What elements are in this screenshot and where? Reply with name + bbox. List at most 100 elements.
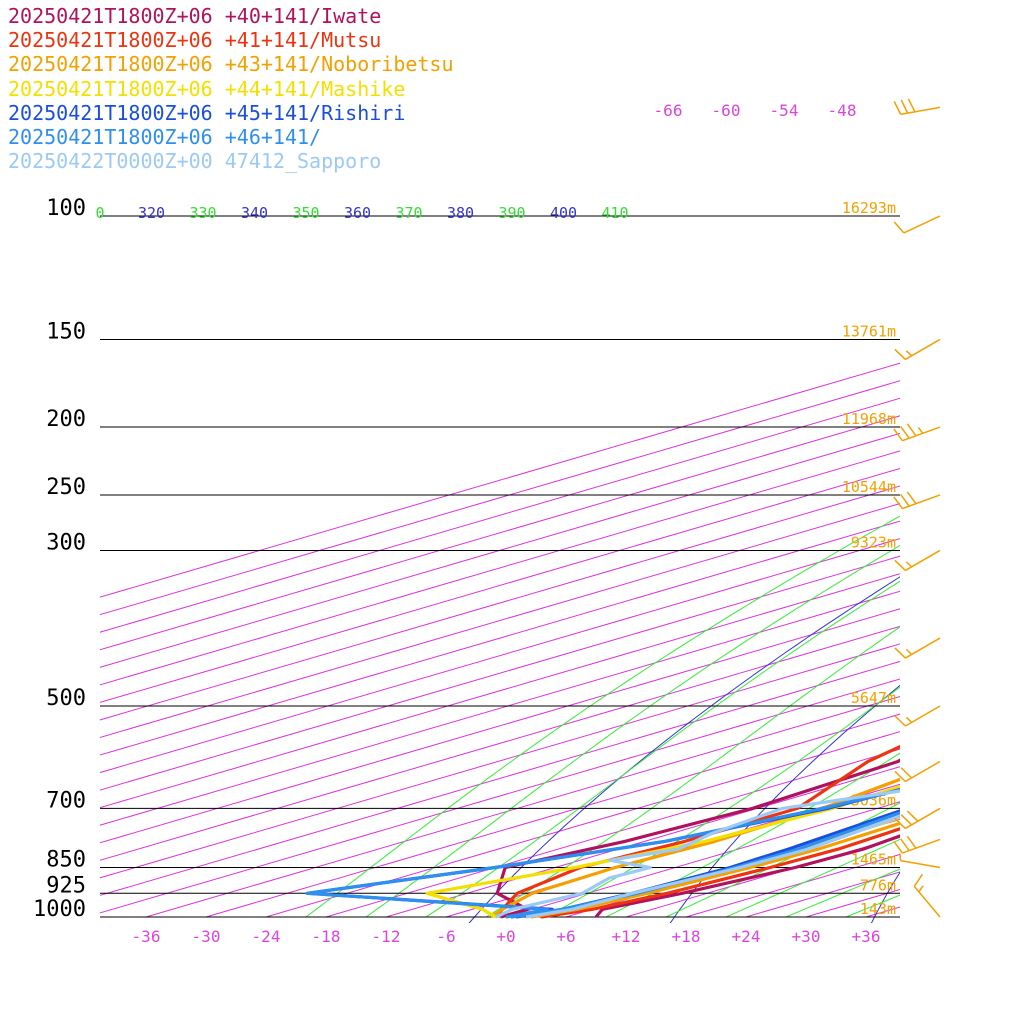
theta-label: 340 xyxy=(241,204,268,222)
wind-barb-half-flag xyxy=(905,350,913,357)
wind-barb-flag xyxy=(893,100,902,115)
height-label: 13761m xyxy=(842,322,896,340)
pressure-label: 250 xyxy=(46,475,86,500)
moist-adiabat-line xyxy=(305,515,900,918)
wind-barb-flag xyxy=(893,428,904,442)
pressure-label: 1000 xyxy=(33,897,86,922)
top-temperature-label: -60 xyxy=(712,101,741,120)
temperature-profile xyxy=(515,809,900,919)
isotherm-line xyxy=(986,60,1024,917)
isotherm-line xyxy=(100,432,900,668)
dry-adiabat-line xyxy=(870,871,900,923)
wind-barb-flag xyxy=(894,770,906,783)
wind-barb-flag xyxy=(906,810,919,822)
isotherm-line xyxy=(565,818,900,918)
isotherm-line xyxy=(100,397,900,633)
isotherm-line xyxy=(445,783,900,918)
wind-barb-flag xyxy=(900,814,913,826)
isotherm-line xyxy=(100,678,900,914)
wind-barb-staff xyxy=(902,494,941,510)
dewpoint-profile xyxy=(305,787,900,919)
height-label: 143m xyxy=(860,900,896,918)
x-tick-label: -36 xyxy=(132,927,161,946)
wind-barb-flag xyxy=(893,840,904,854)
isotherm-line xyxy=(805,888,900,918)
wind-barb-flag xyxy=(894,348,906,360)
x-tick-label: -12 xyxy=(372,927,401,946)
legend-entry: 20250421T1800Z+06 +44+141/Mashike xyxy=(8,76,406,101)
wind-barb xyxy=(893,423,941,442)
height-label: 5647m xyxy=(851,689,896,707)
profiles xyxy=(305,744,900,919)
legend-entry: 20250421T1800Z+06 +46+141/ xyxy=(8,125,322,150)
theta-label: 410 xyxy=(601,204,628,222)
x-tick-label: -18 xyxy=(312,927,341,946)
pressure-label: 100 xyxy=(46,196,86,221)
wind-barb-half-flag xyxy=(918,885,924,893)
dewpoint-profile xyxy=(425,784,900,919)
moist-adiabat-line xyxy=(485,626,900,918)
wind-barb-staff xyxy=(904,760,941,783)
wind-barb-staff xyxy=(904,549,941,572)
legend: 20250421T1800Z+06 +40+141/Iwate 20250421T… xyxy=(8,4,454,173)
wind-barb-flag xyxy=(907,98,916,113)
isotherm-line xyxy=(325,748,900,918)
isotherm-line xyxy=(100,590,900,826)
temperature-profile xyxy=(594,834,900,919)
wind-barb-flag xyxy=(893,496,904,510)
wind-barb xyxy=(893,98,941,116)
isotherm-line xyxy=(100,573,900,809)
wind-barbs xyxy=(893,98,941,918)
wind-barb-staff xyxy=(900,859,941,869)
theta-label: 360 xyxy=(344,204,371,222)
isotherm-line xyxy=(100,660,900,896)
wind-barb-flag xyxy=(894,715,906,727)
pressure-label: 200 xyxy=(46,407,86,432)
pressure-label: 850 xyxy=(46,848,86,873)
moist-adiabat-line xyxy=(425,580,900,918)
dewpoint-profile xyxy=(495,758,900,919)
theta-label: 0 xyxy=(95,204,104,222)
moist-adiabat-line xyxy=(665,802,900,918)
wind-barb-staff xyxy=(904,338,941,361)
wind-barb-staff xyxy=(902,838,941,854)
isotherm-line xyxy=(265,731,900,918)
height-label: 1465m xyxy=(851,851,896,869)
x-tick-label: +18 xyxy=(672,927,701,946)
legend-entry: 20250422T0000Z+00 47412_Sapporo xyxy=(8,149,382,174)
wind-barb xyxy=(894,760,941,783)
dewpoint-profile xyxy=(305,788,900,919)
wind-barb xyxy=(894,807,941,830)
wind-barb xyxy=(899,853,941,869)
wind-barb-staff xyxy=(904,807,941,830)
x-tick-label: +6 xyxy=(556,927,575,946)
pressure-label: 150 xyxy=(46,319,86,344)
height-label: 10544m xyxy=(842,478,896,496)
temperature-profile xyxy=(540,827,900,919)
moist-adiabat-line xyxy=(605,752,900,918)
x-tick-label: +24 xyxy=(732,927,761,946)
wind-barb-flag xyxy=(900,767,913,779)
theta-label: 350 xyxy=(292,204,319,222)
isotherm-line xyxy=(100,467,900,703)
pressure-label: 300 xyxy=(46,530,86,555)
isotherm-line xyxy=(100,362,900,598)
wind-barb xyxy=(893,835,941,854)
wind-barb-flag xyxy=(906,835,917,849)
moist-adiabat-line xyxy=(785,868,900,918)
isotherm-line xyxy=(100,485,900,721)
theta-label: 370 xyxy=(395,204,422,222)
wind-barb xyxy=(913,873,941,918)
temperature-profile xyxy=(510,811,900,919)
wind-barb-flag xyxy=(900,426,910,439)
wind-barb-flag xyxy=(900,99,909,114)
temperature-profile xyxy=(525,815,900,919)
isotherm-line xyxy=(100,380,900,616)
height-label: 16293m xyxy=(842,199,896,217)
isotherm-line xyxy=(100,415,900,651)
wind-barb-staff xyxy=(902,426,941,442)
x-tick-label: -24 xyxy=(252,927,281,946)
moist-adiabat-line xyxy=(365,544,900,918)
dry-adiabat-line xyxy=(468,576,900,923)
wind-barb xyxy=(894,637,941,659)
